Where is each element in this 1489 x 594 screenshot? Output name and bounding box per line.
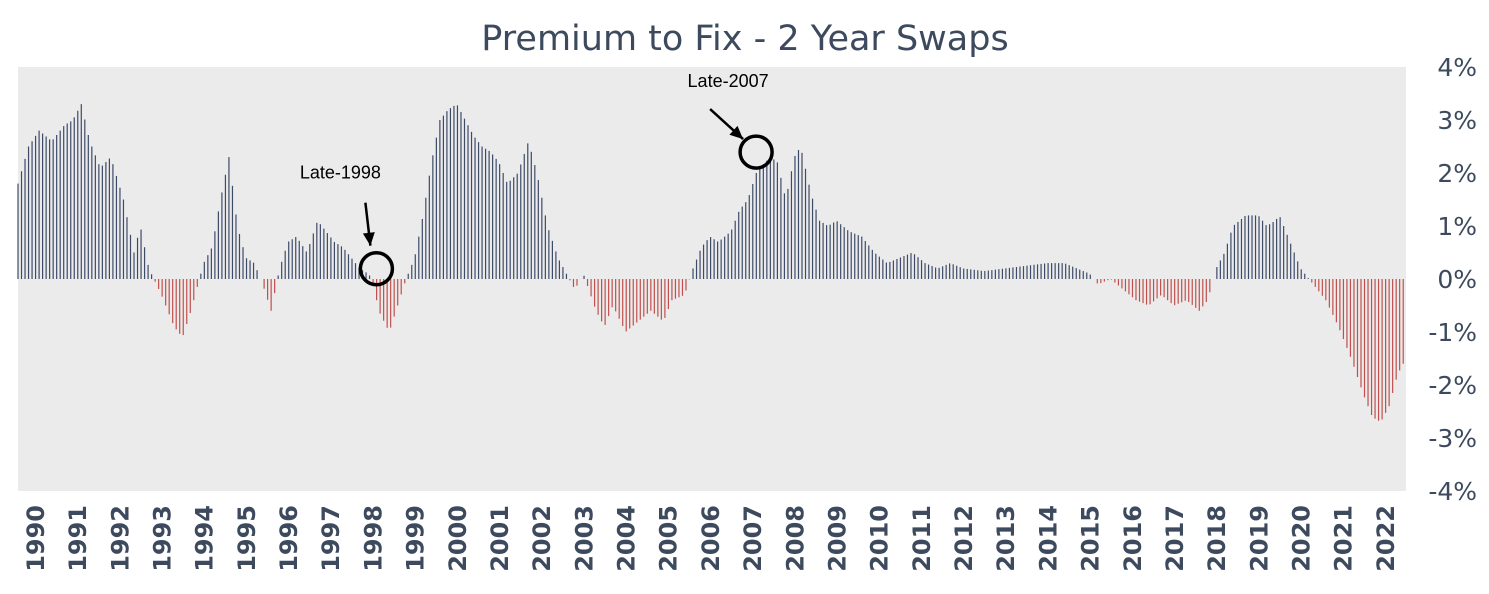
y-tick-label: 2% bbox=[1437, 159, 1477, 188]
x-tick-label: 2011 bbox=[908, 505, 936, 572]
x-tick-label: 1994 bbox=[191, 505, 219, 572]
x-tick-label: 2016 bbox=[1119, 505, 1147, 572]
x-axis-ticks: 1990 1991 1992 1993 1994 1995 1996 1997 1998 1999… bbox=[22, 505, 1400, 572]
x-tick-label: 2013 bbox=[992, 505, 1020, 572]
x-tick-label: 2003 bbox=[570, 505, 598, 572]
x-tick-label: 1999 bbox=[402, 505, 430, 572]
y-tick-label: -2% bbox=[1428, 371, 1477, 400]
x-tick-label: 2008 bbox=[781, 505, 809, 572]
x-tick-label: 1993 bbox=[148, 505, 176, 572]
x-tick-label: 2012 bbox=[950, 505, 978, 572]
y-tick-label: 0% bbox=[1437, 265, 1477, 294]
x-tick-label: 2017 bbox=[1161, 505, 1189, 572]
x-tick-label: 2020 bbox=[1288, 505, 1316, 572]
x-tick-label: 1995 bbox=[233, 505, 261, 572]
chart-title: Premium to Fix - 2 Year Swaps bbox=[481, 19, 1008, 59]
annotations: Late-1998 Late-2007 bbox=[300, 71, 774, 287]
x-tick-label: 1991 bbox=[64, 505, 92, 572]
x-tick-label: 2019 bbox=[1245, 505, 1273, 572]
x-tick-label: 1996 bbox=[275, 505, 303, 572]
x-tick-label: 2015 bbox=[1077, 505, 1105, 572]
x-tick-label: 2006 bbox=[697, 505, 725, 572]
annotation-arrowhead bbox=[362, 232, 375, 246]
x-tick-label: 2010 bbox=[866, 505, 894, 572]
y-axis-ticks: 4% 3% 2% 1% 0% -1% -2% -3% -4% bbox=[1428, 53, 1477, 506]
x-tick-label: 2002 bbox=[528, 505, 556, 572]
x-tick-label: 2004 bbox=[613, 505, 641, 572]
x-tick-label: 1992 bbox=[106, 505, 134, 572]
x-tick-label: 2000 bbox=[444, 505, 472, 572]
annotation-arrowhead bbox=[729, 125, 744, 140]
x-tick-label: 1990 bbox=[22, 505, 50, 572]
y-tick-label: 4% bbox=[1437, 53, 1477, 82]
y-tick-label: 1% bbox=[1437, 212, 1477, 241]
x-tick-label: 2018 bbox=[1203, 505, 1231, 572]
x-tick-label: 2014 bbox=[1034, 505, 1062, 572]
x-tick-label: 2005 bbox=[655, 505, 683, 572]
x-tick-label: 1998 bbox=[359, 505, 387, 572]
x-tick-label: 2021 bbox=[1330, 505, 1358, 572]
annotation-label: Late-1998 bbox=[300, 163, 381, 183]
y-tick-label: -4% bbox=[1428, 477, 1477, 506]
y-tick-label: -3% bbox=[1428, 424, 1477, 453]
x-tick-label: 2001 bbox=[486, 505, 514, 572]
plot-area bbox=[18, 67, 1406, 491]
annotation-circle bbox=[738, 134, 774, 170]
x-tick-label: 2022 bbox=[1372, 505, 1400, 572]
annotation-label: Late-2007 bbox=[688, 71, 769, 91]
y-tick-label: 3% bbox=[1437, 106, 1477, 135]
x-tick-label: 1997 bbox=[317, 505, 345, 572]
annotation-circle bbox=[358, 250, 395, 287]
bar-series bbox=[17, 104, 1404, 421]
x-tick-label: 2007 bbox=[739, 505, 767, 572]
x-tick-label: 2009 bbox=[824, 505, 852, 572]
y-tick-label: -1% bbox=[1428, 318, 1477, 347]
